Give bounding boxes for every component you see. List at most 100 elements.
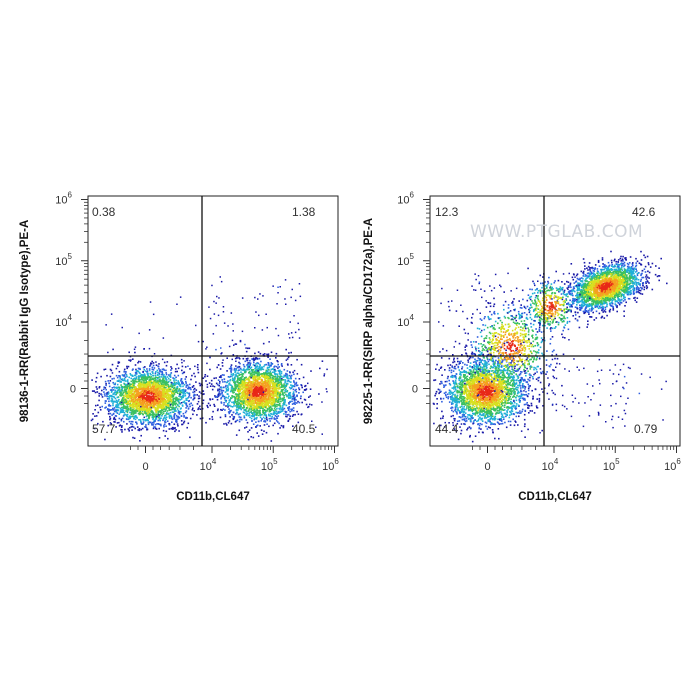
event-dot	[141, 393, 144, 395]
event-dot	[183, 420, 186, 423]
event-dot	[131, 369, 134, 371]
event-dot	[213, 405, 216, 407]
event-dot	[144, 370, 147, 372]
event-dot	[103, 388, 105, 391]
event-dot	[277, 401, 280, 403]
event-dot	[237, 397, 239, 400]
event-dot	[270, 368, 273, 371]
event-dot	[122, 399, 124, 402]
event-dot	[116, 392, 118, 394]
event-dot	[268, 407, 271, 410]
event-dot	[276, 395, 278, 397]
event-dot	[127, 397, 129, 400]
event-dot	[168, 414, 171, 417]
event-dot	[274, 378, 276, 381]
event-dot	[280, 410, 282, 412]
event-dot	[224, 414, 227, 416]
event-dot	[257, 383, 259, 385]
event-dot	[132, 378, 135, 380]
event-dot	[254, 379, 257, 381]
event-dot	[277, 387, 280, 390]
event-dot	[292, 393, 294, 395]
event-dot	[116, 383, 119, 386]
event-dot	[251, 375, 254, 377]
event-dot	[156, 383, 158, 385]
event-dot	[224, 396, 227, 399]
event-dot	[251, 404, 253, 406]
event-dot	[139, 419, 142, 421]
event-dot	[227, 388, 230, 390]
event-dot	[114, 405, 117, 408]
event-dot	[232, 354, 235, 356]
event-dot	[245, 368, 248, 371]
event-dot	[171, 421, 173, 423]
event-dot	[113, 421, 115, 423]
event-dot	[256, 394, 259, 396]
event-dot	[236, 390, 239, 392]
event-dot	[135, 390, 137, 393]
event-dot	[271, 408, 273, 410]
event-dot	[286, 395, 288, 398]
event-dot	[253, 418, 255, 421]
event-dot	[197, 407, 200, 409]
event-dot	[198, 397, 201, 400]
event-dot	[160, 388, 162, 390]
event-dot	[288, 408, 290, 410]
event-dot	[258, 381, 260, 384]
event-dot	[243, 369, 246, 372]
event-dot	[140, 383, 143, 386]
event-dot	[132, 396, 135, 398]
event-dot	[254, 384, 257, 387]
event-dot	[168, 391, 170, 393]
event-dot	[319, 367, 321, 370]
event-dot	[134, 405, 136, 408]
event-dot	[238, 396, 240, 398]
event-dot	[133, 385, 135, 388]
event-dot	[186, 384, 189, 387]
event-dot	[283, 387, 286, 390]
event-dot	[91, 418, 94, 421]
event-dot	[254, 388, 257, 390]
event-dot	[246, 364, 248, 366]
event-dot	[222, 389, 225, 392]
event-dot	[280, 364, 283, 366]
event-dot	[168, 417, 171, 419]
event-dot	[296, 402, 298, 404]
event-dot	[239, 376, 242, 379]
event-dot	[107, 413, 110, 415]
event-dot	[136, 398, 138, 401]
event-dot	[266, 375, 268, 377]
event-dot	[104, 438, 106, 441]
event-dot	[107, 392, 110, 394]
event-dot	[272, 375, 274, 377]
event-dot	[249, 364, 251, 366]
event-dot	[303, 389, 306, 391]
event-dot	[165, 401, 168, 404]
event-dot	[256, 389, 258, 391]
event-dot	[152, 414, 155, 416]
event-dot	[91, 379, 93, 381]
event-dot	[241, 394, 244, 396]
event-dot	[269, 376, 272, 379]
event-dot	[216, 409, 219, 412]
event-dot	[133, 415, 136, 418]
event-dot	[127, 395, 130, 398]
event-dot	[294, 413, 296, 416]
event-dot	[242, 373, 245, 375]
event-dot	[113, 396, 116, 399]
event-dot	[251, 358, 253, 360]
event-dot	[297, 413, 300, 415]
event-dot	[238, 406, 241, 409]
event-dot	[174, 430, 176, 433]
event-dot	[147, 386, 149, 389]
event-dot	[283, 384, 285, 387]
event-dot	[233, 402, 235, 404]
event-dot	[272, 397, 275, 399]
event-dot	[282, 426, 285, 429]
event-dot	[108, 400, 110, 403]
event-dot	[147, 383, 150, 386]
event-dot	[156, 380, 159, 382]
event-dot	[144, 389, 147, 391]
event-dot	[217, 379, 220, 381]
event-dot	[148, 401, 150, 404]
